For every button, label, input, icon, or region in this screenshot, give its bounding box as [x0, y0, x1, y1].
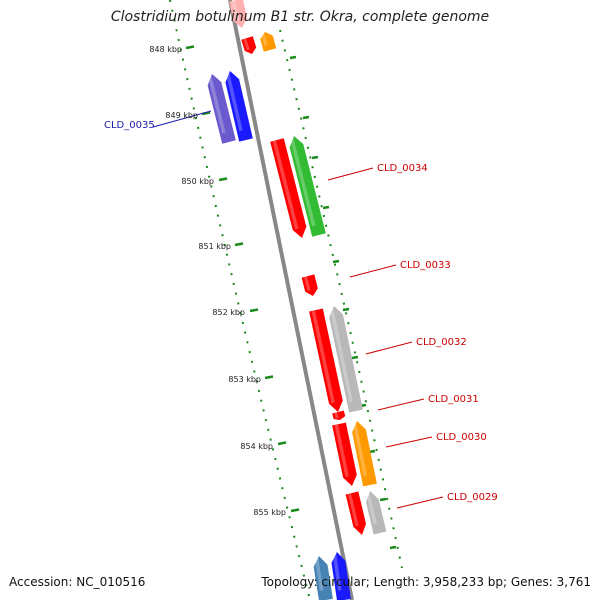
ruler-tick-right-2 [311, 155, 319, 160]
gene-label-cld-0032[interactable]: CLD_0032 [416, 337, 467, 348]
labels: 848 kbp 849 kbp 850 kbp 851 kbp 852 kbp … [104, 45, 498, 517]
leader-cld-0035 [152, 110, 212, 128]
gene-label-cld-0033[interactable]: CLD_0033 [400, 260, 451, 271]
gene-feature-cld-0031-shine [334, 412, 339, 419]
ruler-tick-right-5 [342, 307, 350, 312]
ruler-label-849: 849 kbp [165, 111, 198, 120]
gene-feature-cld-0035-b [225, 71, 253, 142]
gene-feature-bottom-steel [313, 556, 333, 602]
gene-feature-cld-0033-shine [303, 276, 311, 292]
leader-cld-0032 [365, 341, 413, 355]
gene-features [207, 0, 387, 602]
ruler-label-851: 851 kbp [198, 242, 231, 251]
gene-feature-cld-0029-gray-shine [365, 491, 377, 525]
map-title: Clostridium botulinum B1 str. Okra, comp… [110, 9, 490, 25]
ruler-label-855: 855 kbp [253, 508, 286, 517]
label-leaders [152, 110, 444, 509]
gene-feature-cld-0030 [332, 422, 357, 486]
ruler-tick-0 [185, 45, 195, 50]
gene-feature-cld-0030-shine [334, 424, 349, 478]
genome-summary-text: Topology: circular; Length: 3,958,233 bp… [261, 575, 591, 589]
ruler-tick-1 [201, 111, 211, 116]
gene-feature-top-orange-shine [260, 32, 268, 46]
ruler-tick-right-6 [351, 355, 359, 360]
genome-backbone [226, 0, 356, 601]
ruler-label-854: 854 kbp [240, 442, 273, 451]
gene-label-cld-0030[interactable]: CLD_0030 [436, 432, 487, 443]
gene-feature-cld-0030-orange-shine [352, 421, 367, 477]
leader-cld-0034 [327, 167, 374, 181]
gene-feature-top-red-shine [243, 38, 250, 51]
ruler-tick-right-0 [289, 55, 297, 60]
gene-feature-bottom-blue-shine [332, 552, 342, 591]
ruler-label-848: 848 kbp [149, 45, 182, 54]
gene-feature-top-orange [260, 32, 277, 52]
gene-feature-cld-0034 [270, 138, 307, 238]
gene-feature-top-faded [229, 0, 248, 28]
gene-feature-cld-0035-a [207, 74, 236, 144]
accession-text: Accession: NC_010516 [9, 575, 146, 589]
ruler-tick-4 [249, 308, 259, 313]
gene-feature-cld-0029 [345, 491, 367, 535]
gene-feature-cld-0034-shine [272, 140, 299, 230]
gene-feature-cld-0034-green [289, 136, 326, 237]
ruler-tick-right-10 [389, 545, 397, 550]
ruler-tick-7 [290, 508, 300, 513]
gene-feature-bottom-steel-shine [314, 556, 324, 591]
ruler-tick-right-1 [302, 115, 310, 120]
leader-cld-0033 [349, 264, 397, 278]
backbone-line [228, 0, 354, 601]
ruler-label-850: 850 kbp [181, 177, 214, 186]
ruler-tick-2 [218, 177, 228, 182]
gene-feature-cld-0035-b-shine [225, 71, 243, 132]
gene-feature-bottom-blue [331, 552, 351, 602]
ruler-tick-right-4 [332, 259, 340, 264]
gene-label-cld-0029[interactable]: CLD_0029 [447, 492, 498, 503]
leader-cld-0030 [385, 436, 433, 448]
gene-feature-cld-0032-shine [311, 310, 335, 404]
ruler-label-853: 853 kbp [228, 375, 261, 384]
gene-feature-cld-0029-shine [347, 493, 359, 527]
gene-feature-cld-0032-gray-shine [329, 306, 353, 403]
gene-feature-cld-0029-gray [365, 491, 387, 535]
ruler-label-852: 852 kbp [212, 308, 245, 317]
ruler-tick-right-9 [379, 497, 387, 502]
ruler-tick-right-3 [322, 205, 330, 210]
leader-cld-0031 [377, 398, 425, 411]
gene-label-cld-0035[interactable]: CLD_0035 [104, 120, 155, 131]
gene-label-cld-0034[interactable]: CLD_0034 [377, 163, 428, 174]
gene-feature-cld-0034-green-shine [289, 136, 316, 227]
ruler-tick-6 [277, 441, 287, 446]
ruler-tick-3 [234, 242, 244, 247]
gene-feature-cld-0032 [309, 308, 343, 412]
ruler-dotted-line [169, 0, 403, 601]
ruler-ticks [185, 45, 397, 550]
ruler-tick-5 [264, 375, 274, 380]
gene-feature-cld-0030-orange [352, 421, 377, 487]
gene-label-cld-0031[interactable]: CLD_0031 [428, 394, 479, 405]
gene-feature-cld-0032-gray [329, 306, 363, 413]
gene-feature-top-red [241, 36, 257, 54]
leader-cld-0029 [396, 496, 444, 509]
gene-feature-cld-0035-a-shine [207, 74, 226, 134]
gene-feature-cld-0031 [332, 410, 346, 420]
ruler-dots-right [279, 29, 403, 569]
gene-feature-cld-0033 [301, 274, 318, 296]
gene-feature-top-faded-shine [231, 0, 240, 21]
